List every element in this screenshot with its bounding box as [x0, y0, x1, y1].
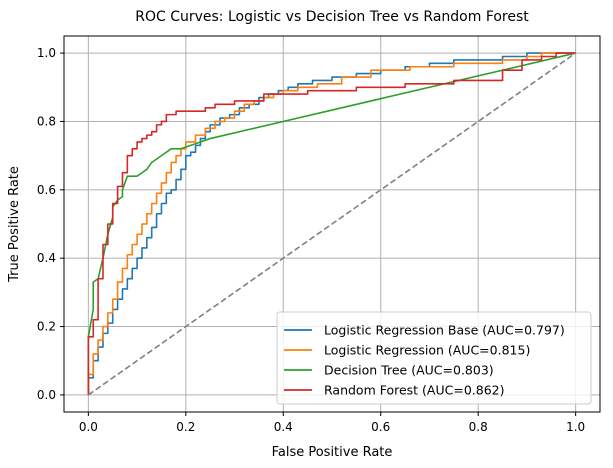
y-tick-label: 0.4 [37, 251, 56, 265]
y-tick-label: 1.0 [37, 46, 56, 60]
grid-layer [64, 36, 600, 412]
plot-frame [63, 35, 601, 413]
legend-label: Decision Tree (AUC=0.803) [324, 363, 494, 378]
x-axis-label: False Positive Rate [272, 445, 393, 460]
y-tick-label: 0.6 [37, 183, 56, 197]
legend-box [276, 311, 592, 405]
y-tick-label: 0.0 [37, 388, 56, 402]
x-tick-label: 0.4 [274, 420, 293, 434]
legend-label: Random Forest (AUC=0.862) [324, 383, 505, 398]
x-tick-label: 0.2 [176, 420, 195, 434]
legend-entries: Logistic Regression Base (AUC=0.797) Logi… [284, 323, 565, 398]
y-tick-label: 0.2 [37, 320, 56, 334]
legend-label: Logistic Regression (AUC=0.815) [324, 343, 530, 358]
y-axis-label: True Positive Rate [7, 166, 22, 283]
y-tick-label: 0.8 [37, 114, 56, 128]
chart-title: ROC Curves: Logistic vs Decision Tree vs… [135, 9, 529, 25]
x-tick-label: 0.6 [371, 420, 390, 434]
logistic-regression-line [87, 52, 576, 395]
x-tick-label: 0.8 [469, 420, 488, 434]
chance-diagonal-line [87, 52, 577, 396]
legend-label: Logistic Regression Base (AUC=0.797) [324, 323, 565, 338]
logistic-base-line [87, 52, 576, 395]
x-tick-label: 0.0 [79, 420, 98, 434]
legend: Logistic Regression Base (AUC=0.797) Logi… [276, 311, 592, 405]
series-layer [87, 52, 577, 396]
ticks-layer: 0.0 0.2 0.4 0.6 0.8 1.0 0.0 0.2 0.4 0.6 0.8 1.0 [37, 46, 585, 434]
random-forest-line [87, 52, 576, 395]
x-tick-label: 1.0 [566, 420, 585, 434]
